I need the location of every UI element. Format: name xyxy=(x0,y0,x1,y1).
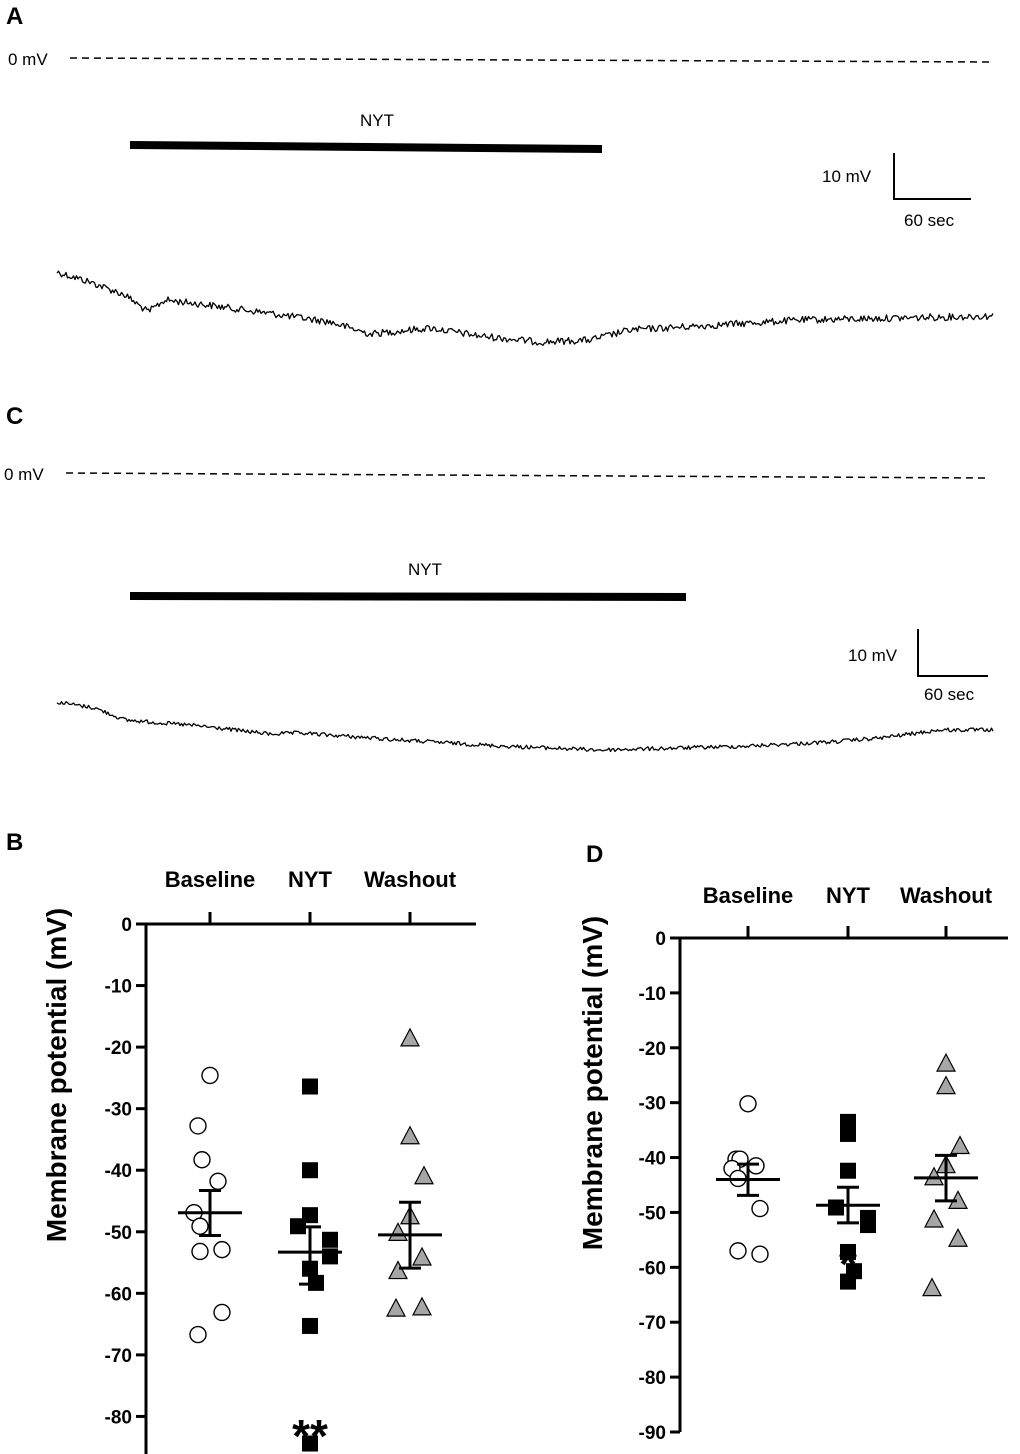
data-point-washout xyxy=(948,1227,968,1247)
data-point-baseline xyxy=(747,1157,765,1175)
data-point-nyt xyxy=(840,1273,856,1290)
data-point-nyt xyxy=(840,1162,856,1179)
category-label-baseline: Baseline xyxy=(165,867,256,892)
drug-application-bar-c xyxy=(129,592,687,601)
panel-letter-a: A xyxy=(6,3,23,30)
data-point-washout xyxy=(936,1052,956,1072)
data-point-nyt xyxy=(302,1162,318,1179)
data-point-washout xyxy=(412,1296,432,1316)
y-tick-label: -80 xyxy=(105,1407,132,1428)
data-point-washout xyxy=(950,1135,970,1155)
y-tick-label: -20 xyxy=(105,1038,132,1059)
data-point-baseline xyxy=(751,1199,769,1218)
data-point-washout xyxy=(924,1208,944,1228)
data-point-washout xyxy=(388,1260,408,1280)
data-point-washout xyxy=(400,1027,420,1047)
data-point-nyt xyxy=(840,1243,856,1260)
data-point-baseline xyxy=(191,1242,209,1261)
scatter-chart-d: Baseline NYT Washout 0 -10 -20 -30 -40 -50 -60 -70… xyxy=(577,883,1008,1444)
membrane-potential-trace-a xyxy=(56,270,994,346)
zero-mv-label-c: 0 mV xyxy=(4,465,44,484)
data-point-nyt xyxy=(322,1231,338,1248)
data-point-washout xyxy=(400,1125,420,1145)
y-tick-label: -20 xyxy=(639,1039,666,1060)
data-point-nyt xyxy=(302,1317,318,1334)
data-point-nyt xyxy=(840,1125,856,1142)
y-tick-label: -40 xyxy=(105,1161,132,1182)
data-point-baseline xyxy=(213,1303,231,1322)
y-tick-label: -30 xyxy=(105,1100,132,1121)
data-point-washout xyxy=(414,1165,434,1185)
significance-asterisk: ** xyxy=(292,1410,328,1454)
panel-letter-b: B xyxy=(6,829,23,856)
data-point-baseline xyxy=(729,1242,747,1260)
data-point-nyt xyxy=(828,1199,844,1216)
scale-time-label-c: 60 sec xyxy=(924,685,975,704)
y-tick-label: -80 xyxy=(639,1368,666,1389)
panel-letter-c: C xyxy=(6,403,23,430)
scale-bar-c xyxy=(917,629,988,677)
data-point-baseline xyxy=(213,1240,231,1259)
y-axis-label: Membrane potential (mV) xyxy=(577,916,608,1250)
panel-c: C 0 mV NYT 10 mV 60 sec xyxy=(4,403,994,753)
y-tick-label: -10 xyxy=(105,977,132,998)
zero-mv-label-a: 0 mV xyxy=(8,50,48,69)
scale-bar-a xyxy=(893,153,971,200)
data-point-nyt xyxy=(840,1113,856,1130)
drug-label-a: NYT xyxy=(360,111,394,130)
y-tick-label: -30 xyxy=(639,1094,666,1115)
y-tick-label: 0 xyxy=(655,929,666,950)
y-tick-label: -10 xyxy=(639,984,666,1005)
scale-voltage-label-c: 10 mV xyxy=(848,646,898,665)
y-tick-label: -40 xyxy=(639,1149,666,1170)
panel-letter-d: D xyxy=(586,841,603,868)
panel-a: A 0 mV NYT 10 mV 60 sec xyxy=(6,3,994,346)
data-point-washout xyxy=(388,1222,408,1241)
y-tick-label: 0 xyxy=(121,915,132,936)
drug-label-c: NYT xyxy=(408,560,442,579)
data-point-nyt xyxy=(302,1078,318,1095)
data-point-nyt xyxy=(860,1217,876,1234)
data-point-baseline xyxy=(189,1325,207,1344)
data-point-baseline xyxy=(209,1172,227,1191)
y-tick-label: -90 xyxy=(639,1423,666,1444)
data-point-baseline xyxy=(191,1217,209,1235)
category-label-baseline: Baseline xyxy=(703,883,794,908)
drug-application-bar-a xyxy=(129,141,603,153)
y-tick-label: -50 xyxy=(105,1223,132,1244)
data-point-baseline xyxy=(193,1151,211,1169)
y-tick-label: -60 xyxy=(639,1258,666,1279)
category-label-washout: Washout xyxy=(364,867,457,892)
y-tick-label: -60 xyxy=(105,1284,132,1305)
data-point-washout xyxy=(386,1297,406,1317)
significance-asterisk: * xyxy=(839,1238,857,1290)
data-point-washout xyxy=(936,1075,956,1095)
data-point-baseline xyxy=(189,1117,207,1135)
y-tick-label: -50 xyxy=(639,1203,666,1224)
scatter-chart-b: Baseline NYT Washout 0 -10 -20 -30 -40 -50 -60 -70… xyxy=(41,867,476,1454)
data-point-nyt xyxy=(290,1218,306,1235)
membrane-potential-trace-c xyxy=(56,701,994,753)
data-point-nyt xyxy=(302,1435,318,1452)
category-label-nyt: NYT xyxy=(826,883,871,908)
y-tick-label: -70 xyxy=(639,1313,666,1334)
data-point-baseline xyxy=(201,1066,219,1085)
y-tick-label: -70 xyxy=(105,1346,132,1367)
data-point-baseline xyxy=(739,1095,757,1113)
category-label-washout: Washout xyxy=(900,883,993,908)
data-point-baseline xyxy=(751,1245,769,1263)
data-point-washout xyxy=(924,1166,944,1186)
data-point-washout xyxy=(412,1246,432,1266)
category-label-nyt: NYT xyxy=(288,867,333,892)
data-point-washout xyxy=(922,1277,942,1297)
zero-mv-dashed-line-a xyxy=(69,57,991,63)
scale-voltage-label-a: 10 mV xyxy=(822,167,872,186)
scale-time-label-a: 60 sec xyxy=(904,211,955,230)
y-axis-label: Membrane potential (mV) xyxy=(41,908,72,1242)
zero-mv-dashed-line-c xyxy=(65,472,987,479)
